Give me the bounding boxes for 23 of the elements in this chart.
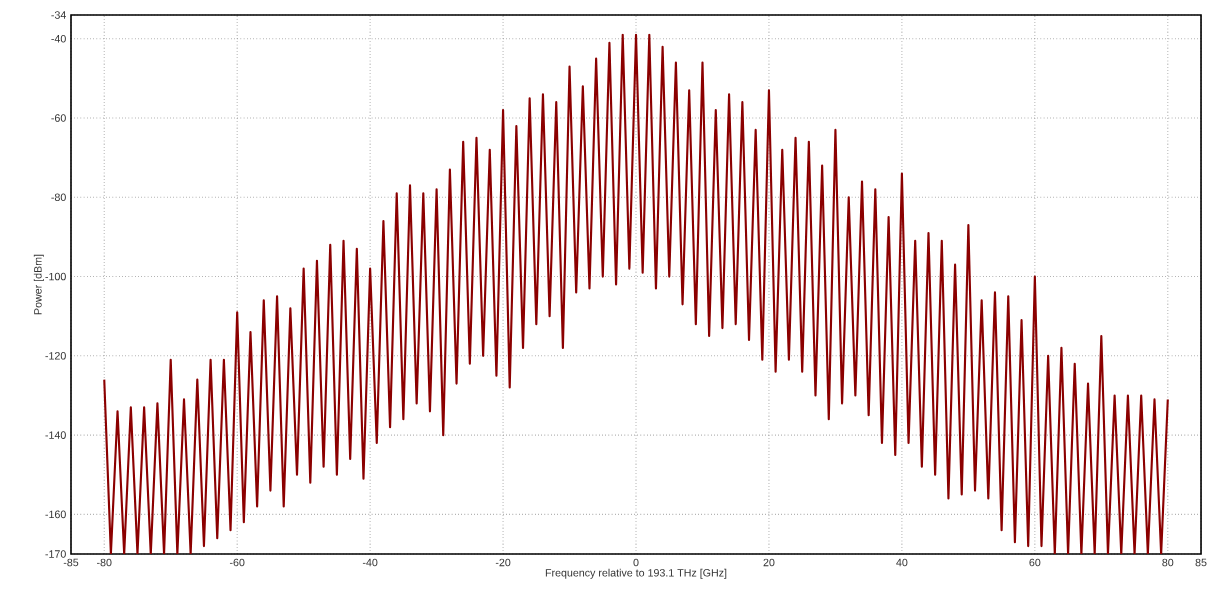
y-tick-label: -160: [45, 510, 66, 519]
x-tick-label: 0: [633, 558, 639, 567]
y-tick-label: -170: [45, 550, 66, 558]
y-tick-label: -34: [51, 11, 66, 19]
y-axis-title: Power [dBm]: [33, 254, 44, 315]
x-tick-label: 20: [763, 558, 775, 567]
x-tick-label: 80: [1162, 558, 1174, 567]
y-tick-label: -100: [45, 272, 66, 281]
x-tick-label: -85: [63, 558, 79, 567]
y-tick-label: -80: [51, 193, 66, 202]
y-tick-label: -40: [51, 35, 66, 43]
x-tick-label: -40: [362, 558, 378, 567]
x-tick-label: 85: [1195, 558, 1207, 567]
y-tick-label: -60: [51, 114, 66, 122]
y-tick-label: -140: [45, 431, 66, 439]
x-tick-label: -60: [229, 558, 245, 567]
x-tick-label: -80: [97, 558, 112, 567]
x-axis-title: Frequency relative to 193.1 THz [GHz]: [545, 568, 727, 579]
y-tick-label: -120: [45, 352, 66, 360]
x-tick-label: 40: [896, 558, 908, 567]
x-tick-label: -20: [495, 558, 511, 567]
x-tick-label: 60: [1029, 558, 1041, 567]
line-series: [103, 33, 1169, 554]
